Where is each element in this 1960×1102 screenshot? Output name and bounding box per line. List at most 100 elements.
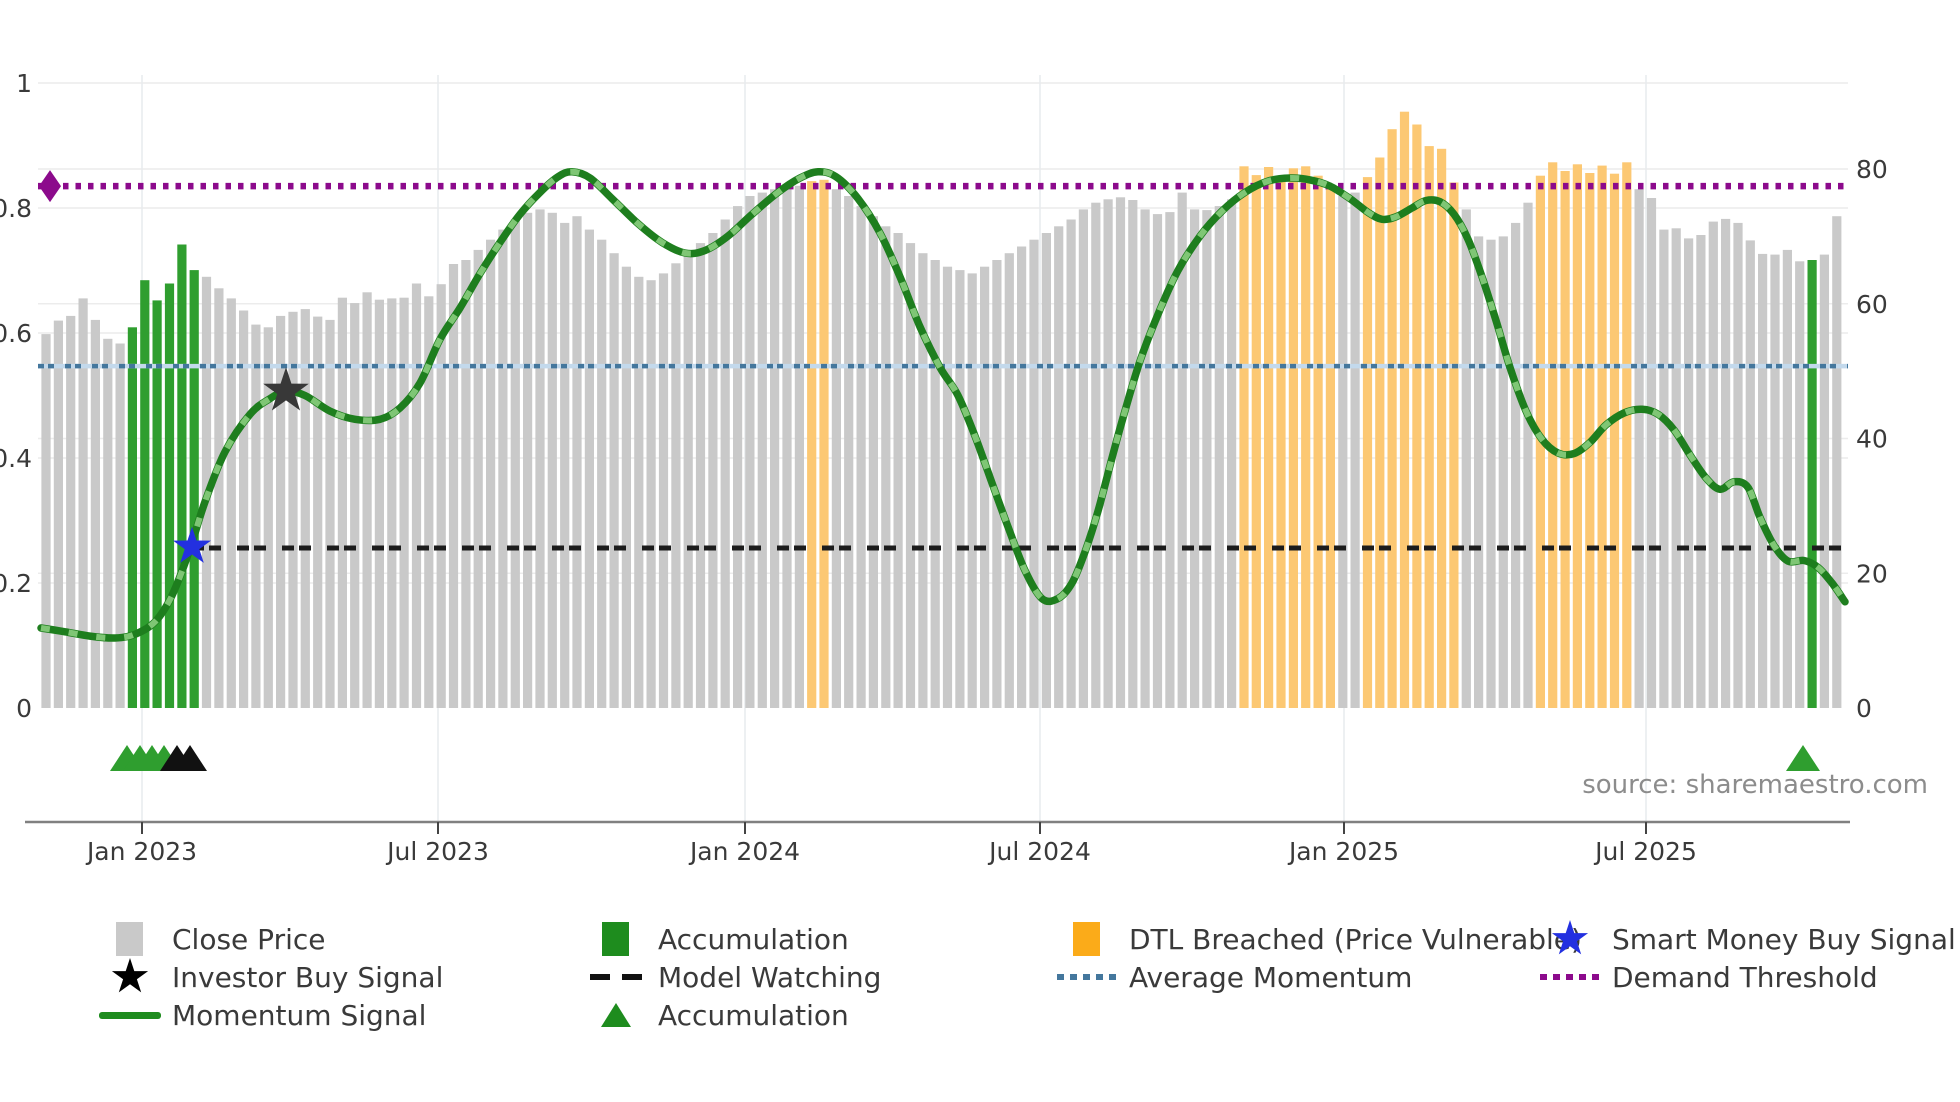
close-price-bar [1041, 233, 1051, 708]
close-price-bar [300, 309, 310, 708]
dtl-breached-bar [1251, 175, 1261, 709]
close-price-bar [214, 288, 224, 708]
dtl-breached-bar [1239, 166, 1249, 709]
close-price-bar [1054, 226, 1064, 709]
close-price-bar [720, 219, 730, 708]
dtl-breached-bar [1449, 182, 1459, 708]
close-price-bar [424, 296, 434, 708]
close-price-bar [325, 319, 335, 708]
left-axis-tick-label: 1 [16, 69, 32, 98]
left-axis-tick-label: 0.8 [0, 194, 32, 223]
close-price-bar [1770, 254, 1780, 708]
dtl-breached-bar [1313, 175, 1323, 708]
close-price-bar [1733, 222, 1743, 708]
close-price-bar [683, 253, 693, 708]
dtl-breached-bar [1424, 146, 1434, 709]
close-price-bar [523, 212, 533, 709]
close-price-bar [1684, 238, 1694, 708]
close-price-bar [1091, 202, 1101, 708]
close-price-bar [535, 209, 545, 708]
right-axis-tick-label: 60 [1856, 290, 1888, 319]
close-price-bar [1128, 200, 1138, 708]
close-price-bar [868, 216, 878, 708]
accumulation-bar [140, 280, 150, 708]
close-price-bar [955, 270, 965, 708]
close-price-bar [1115, 197, 1126, 709]
close-price-bar [1671, 228, 1681, 709]
close-price-bar [1017, 246, 1027, 708]
close-price-bar [905, 243, 916, 708]
close-price-bar [609, 253, 619, 708]
close-price-bar [1338, 196, 1348, 708]
close-price-bar [1004, 253, 1014, 708]
close-price-bar [794, 185, 804, 709]
x-axis-tick-label: Jan 2023 [85, 837, 197, 866]
close-price-bar [1795, 261, 1805, 708]
close-price-bar [918, 253, 928, 708]
close-price-bar [1140, 209, 1150, 708]
accumulation-bar [1807, 260, 1817, 708]
dtl-breached-bar [1622, 162, 1632, 709]
left-axis-tick-label: 0.2 [0, 569, 32, 598]
close-price-bar [1646, 198, 1657, 708]
dtl-breached-bar [1437, 148, 1447, 709]
close-price-bar [942, 266, 953, 708]
close-price-bar [399, 297, 409, 708]
close-price-bar [473, 249, 483, 708]
close-price-bar [584, 229, 594, 708]
investor-buy-star-icon [263, 367, 309, 411]
close-price-bar [695, 243, 706, 708]
close-price-bar [411, 283, 422, 708]
smart-money-buy-star-icon [173, 526, 211, 563]
close-price-bar [1461, 209, 1471, 708]
close-price-bar [313, 316, 323, 708]
dtl-breached-bar [1597, 165, 1607, 709]
close-price-bar [1177, 192, 1187, 709]
close-price-bar [1190, 209, 1200, 708]
close-price-bar [362, 292, 372, 708]
close-price-bar [1165, 212, 1175, 708]
close-price-bar [930, 260, 940, 708]
close-price-bar [572, 216, 582, 708]
dtl-breached-bar [1276, 177, 1286, 709]
dtl-breached-bar [1288, 168, 1298, 709]
dtl-breached-bar [1325, 186, 1335, 708]
close-price-bar [1214, 206, 1224, 708]
close-price-bar [263, 327, 273, 708]
close-price-bar [634, 276, 644, 708]
close-price-bar [671, 263, 681, 708]
dtl-breached-bar [1412, 124, 1422, 708]
x-axis-tick-label: Jul 2024 [987, 837, 1091, 866]
close-price-bar [1819, 254, 1829, 708]
black-triangle-icon [173, 745, 207, 771]
close-price-bar [708, 233, 718, 708]
close-price-bar [448, 264, 459, 708]
close-price-bar [733, 206, 743, 708]
close-price-bar [745, 196, 755, 708]
dtl-breached-bar [1362, 177, 1373, 709]
close-price-bar [337, 297, 347, 708]
close-price-bar [461, 260, 471, 708]
close-price-bar [41, 334, 51, 708]
dtl-breached-bar [1560, 171, 1570, 708]
close-price-bar [856, 206, 866, 708]
close-price-bar [276, 315, 286, 708]
close-price-bar [1634, 189, 1644, 708]
close-price-bar [436, 284, 446, 708]
demand-threshold-diamond-icon [39, 170, 61, 203]
accumulation-bar [152, 300, 162, 708]
close-price-bar [658, 273, 669, 708]
close-price-bar [1152, 214, 1163, 708]
close-price-bar [1078, 209, 1088, 708]
close-price-bar [1202, 210, 1212, 708]
right-axis-tick-label: 0 [1856, 694, 1872, 723]
dtl-breached-bar [1609, 173, 1620, 708]
close-price-bar [831, 189, 841, 708]
close-price-bar [1832, 216, 1842, 708]
close-price-bar [1486, 239, 1496, 708]
close-price-bar [350, 303, 360, 708]
close-price-bar [1103, 199, 1113, 709]
left-axis-tick-label: 0 [16, 694, 32, 723]
